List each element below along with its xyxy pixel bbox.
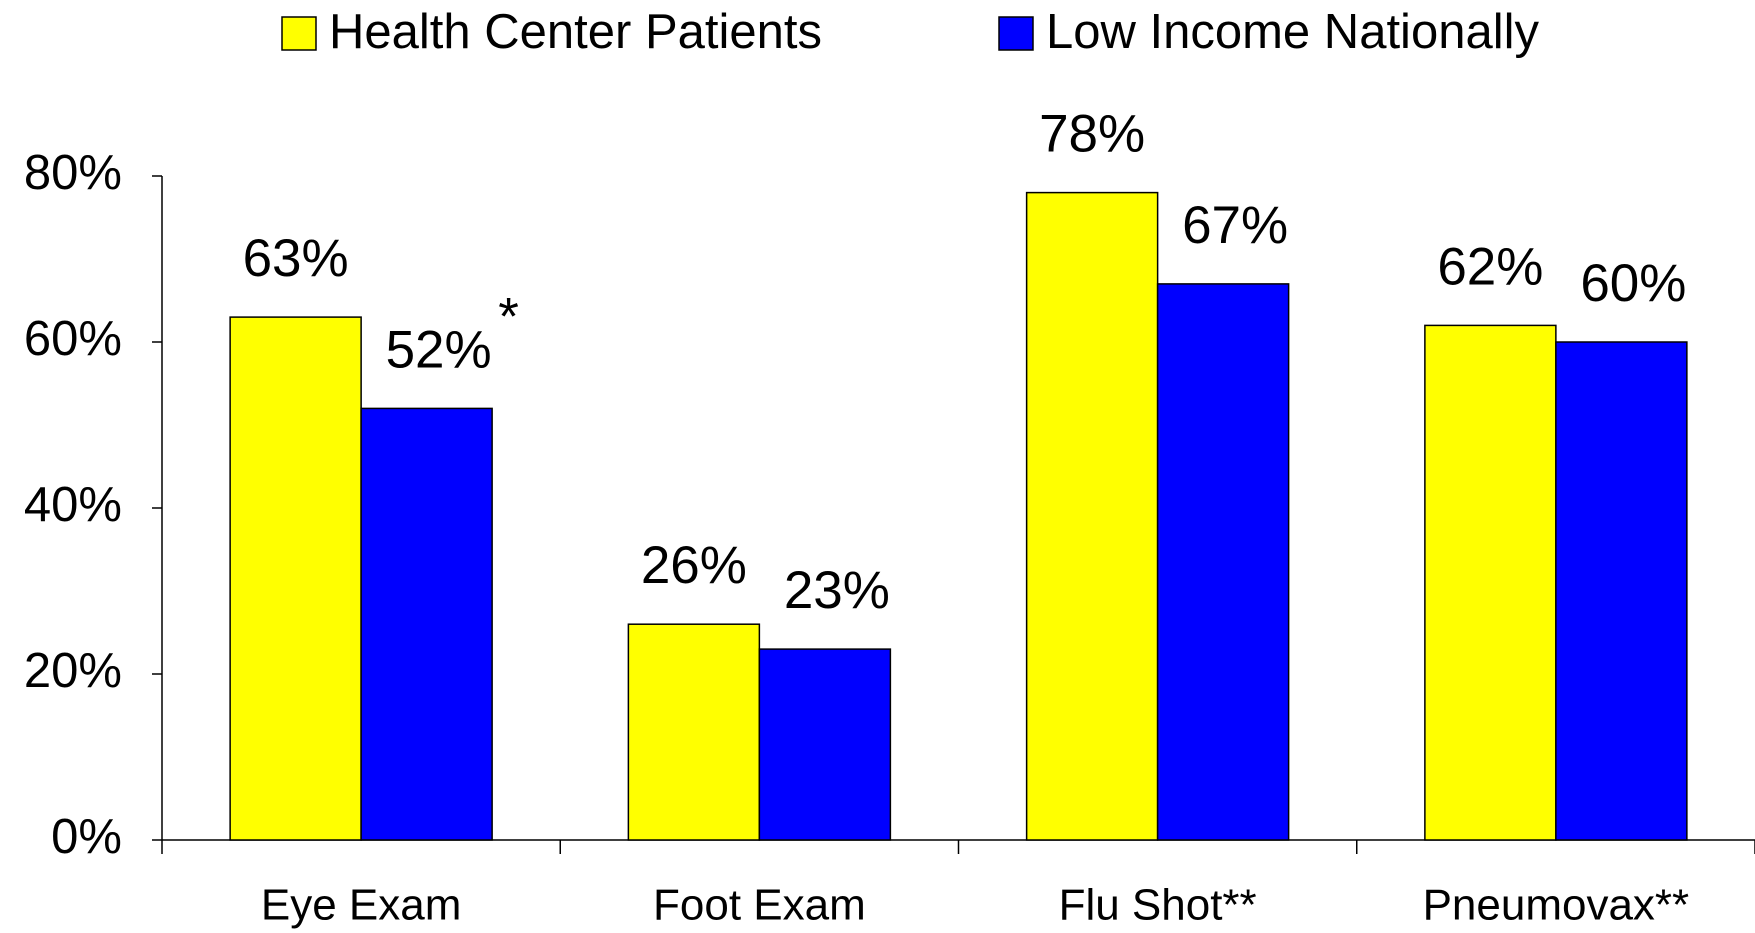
x-tick-label: Flu Shot**	[1059, 881, 1257, 930]
y-tick-label: 80%	[24, 146, 122, 200]
bar	[1156, 283, 1290, 841]
bar	[758, 648, 892, 841]
bar	[229, 316, 362, 841]
bar	[1424, 324, 1557, 841]
data-label: 52%	[386, 320, 492, 379]
y-tick-label: 0%	[51, 810, 122, 864]
x-tick-label: Foot Exam	[653, 881, 866, 930]
bar	[360, 407, 493, 841]
bar	[1025, 191, 1159, 841]
legend-label: Low Income Nationally	[1046, 5, 1539, 59]
data-label: 26%	[641, 536, 747, 595]
legend-swatch	[281, 16, 317, 51]
data-label: 62%	[1437, 237, 1543, 296]
y-tick-label: 60%	[24, 312, 122, 366]
data-label: 23%	[784, 561, 890, 620]
x-tick-label: Eye Exam	[261, 881, 462, 930]
legend-label: Health Center Patients	[329, 5, 822, 59]
y-tick-label: 40%	[24, 478, 122, 532]
data-label: 63%	[243, 229, 349, 288]
data-label: 78%	[1039, 105, 1145, 164]
data-label: 60%	[1580, 254, 1686, 313]
annotation: *	[498, 287, 519, 346]
bar	[1555, 341, 1688, 841]
x-tick-label: Pneumovax**	[1423, 881, 1690, 930]
y-tick-label: 20%	[24, 644, 122, 698]
bar	[627, 623, 761, 841]
data-label: 67%	[1182, 196, 1288, 255]
legend-swatch	[998, 16, 1034, 51]
